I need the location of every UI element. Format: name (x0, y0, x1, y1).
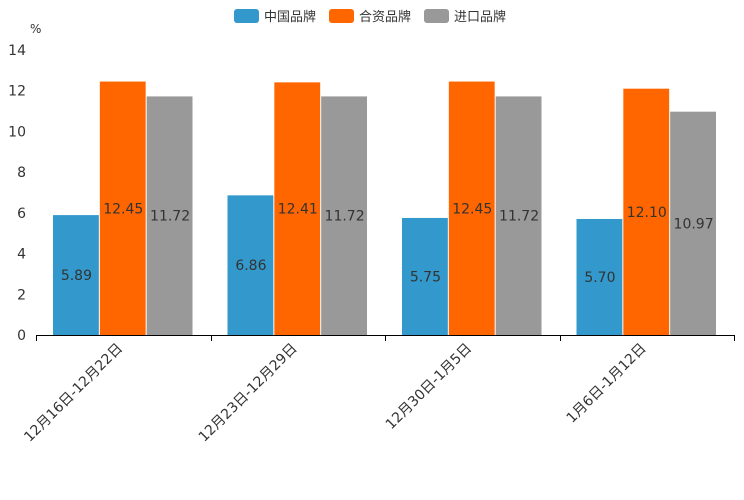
data-label: 10.97 (674, 216, 714, 232)
bar (53, 215, 99, 335)
data-label: 5.89 (61, 268, 92, 284)
legend-item[interactable]: 合资品牌 (329, 9, 411, 25)
data-label: 12.45 (103, 201, 143, 217)
data-label: 12.45 (452, 201, 492, 217)
bar (576, 218, 623, 335)
legend-swatch (329, 9, 354, 23)
legend-swatch (234, 9, 259, 23)
data-label: 12.41 (278, 202, 318, 218)
y-tick-label: 0 (17, 328, 26, 344)
data-label: 11.72 (325, 209, 365, 225)
y-axis: 0 2 4 6 8 10 12 14 (8, 43, 26, 344)
bar (146, 96, 193, 336)
bar (670, 111, 716, 335)
bar (321, 96, 367, 336)
bars: 5.89 12.45 11.72 6.86 12.41 11.72 5.75 12.45 11.… (53, 81, 716, 336)
bar (274, 82, 321, 335)
data-label: 11.72 (499, 209, 539, 225)
y-axis-unit-label: % (30, 22, 41, 36)
data-label: 5.75 (410, 269, 441, 285)
legend-item[interactable]: 进口品牌 (424, 9, 506, 25)
x-tick-label: 12月30日-1月5日 (383, 341, 475, 433)
bar (623, 88, 670, 335)
x-axis: 12月16日-12月22日 12月23日-12月29日 12月30日-1月5日 1月6… (21, 335, 735, 446)
y-tick-label: 6 (17, 206, 26, 222)
bar (227, 195, 274, 335)
legend-label: 中国品牌 (264, 9, 316, 25)
bar (402, 217, 448, 335)
y-tick-label: 10 (8, 124, 26, 140)
legend-swatch (424, 9, 449, 23)
data-label: 6.86 (235, 258, 266, 274)
legend-label: 合资品牌 (359, 9, 411, 25)
y-tick-label: 4 (17, 247, 26, 263)
y-tick-label: 2 (17, 287, 26, 303)
y-tick-label: 8 (17, 165, 26, 181)
bar (99, 81, 146, 335)
bar (448, 81, 495, 335)
data-label: 12.10 (627, 205, 667, 221)
y-tick-label: 14 (8, 43, 26, 59)
bar (495, 96, 542, 336)
legend-item[interactable]: 中国品牌 (234, 9, 316, 25)
data-label: 5.70 (584, 270, 615, 286)
legend: 中国品牌 合资品牌 进口品牌 (234, 9, 506, 25)
x-tick-label: 12月16日-12月22日 (21, 341, 126, 446)
y-tick-label: 12 (8, 84, 26, 100)
x-tick-label: 12月23日-12月29日 (196, 341, 301, 446)
data-label: 11.72 (150, 209, 190, 225)
x-tick-label: 1月6日-1月12日 (564, 341, 650, 427)
legend-label: 进口品牌 (454, 9, 506, 25)
